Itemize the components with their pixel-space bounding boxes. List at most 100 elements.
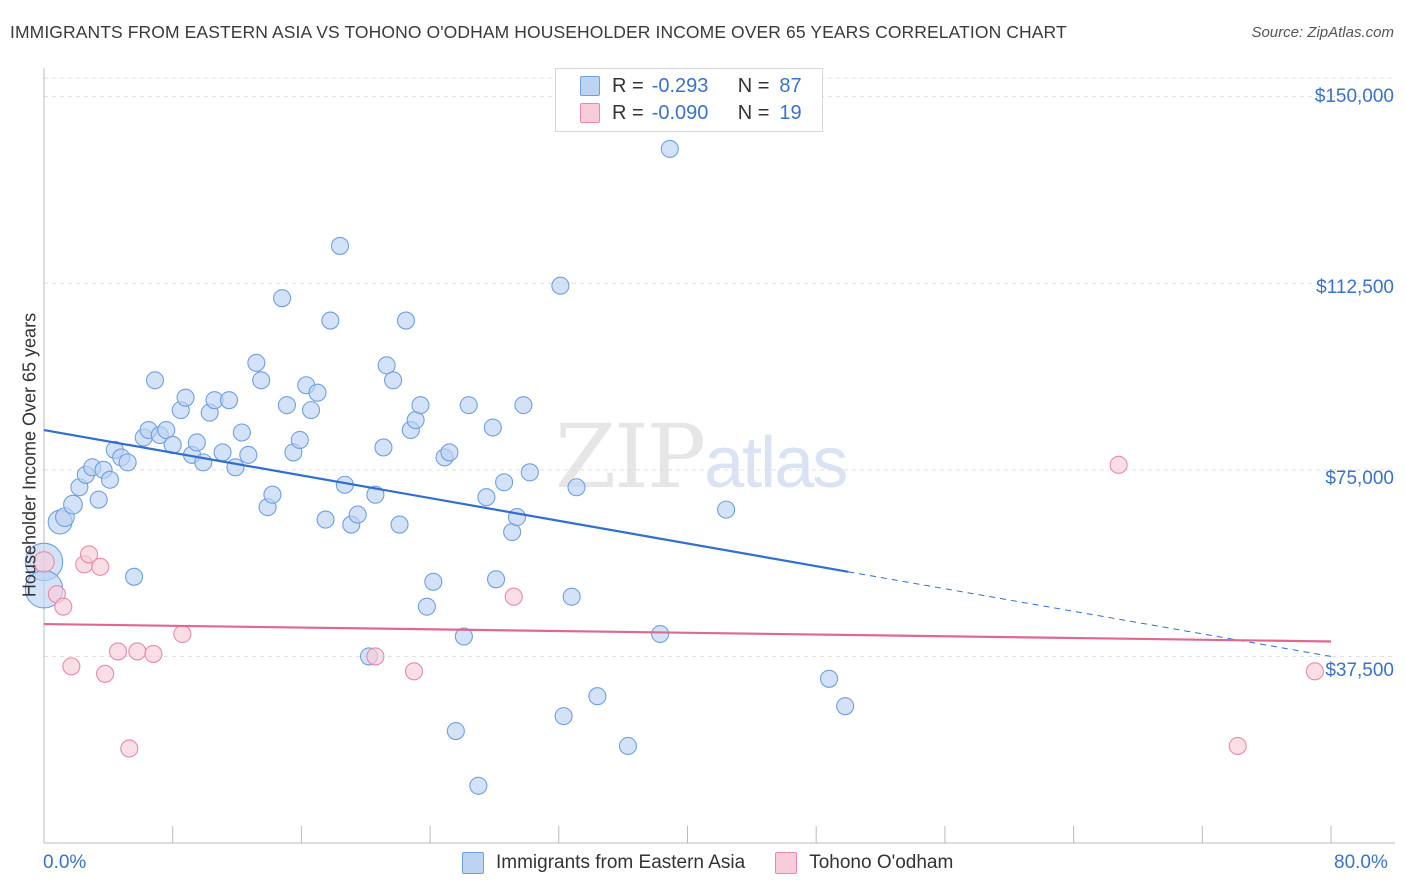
legend-swatch-pink: [580, 103, 600, 123]
blue-point: [374, 438, 393, 457]
pink-point: [79, 545, 99, 564]
blue-point: [417, 597, 436, 616]
pink-point: [144, 644, 163, 663]
pink-point: [504, 587, 523, 606]
blue-point: [440, 443, 459, 462]
blue-point: [588, 687, 607, 706]
blue-point: [348, 505, 367, 524]
x-tick-min: 0.0%: [43, 852, 87, 873]
y-tick-label: $75,000: [1325, 468, 1394, 489]
blue-point: [252, 371, 271, 390]
legend-n-value: 19: [779, 101, 802, 124]
pink-point: [173, 624, 192, 644]
legend-row-pink: R = -0.090 N = 19: [580, 100, 802, 126]
correlation-legend: R = -0.293 N = 87 R = -0.090 N = 19: [555, 68, 823, 132]
blue-point: [366, 485, 385, 504]
blue-point: [384, 371, 403, 390]
blue-point: [118, 453, 137, 472]
blue-point: [321, 311, 340, 330]
blue-point: [239, 445, 258, 464]
source-credit: Source: ZipAtlas.com: [1251, 24, 1394, 41]
blue-point: [507, 508, 527, 527]
blue-point: [651, 624, 670, 644]
pink-point: [54, 597, 73, 616]
blue-point: [89, 490, 108, 509]
blue-point: [390, 515, 409, 534]
blue-point: [232, 423, 251, 442]
pink-point: [1305, 662, 1324, 681]
legend-r-label: R =: [612, 74, 644, 97]
pink-point: [62, 657, 81, 676]
blue-point: [660, 139, 679, 158]
blue-point: [446, 721, 465, 741]
blue-point: [520, 463, 539, 482]
blue-point: [396, 311, 416, 330]
y-tick-label: $150,000: [1314, 86, 1394, 107]
pink-point: [33, 551, 55, 573]
legend-n-value: 87: [779, 74, 802, 97]
blue-point: [290, 430, 309, 450]
series-legend: Immigrants from Eastern Asia Tohono O'od…: [462, 852, 983, 874]
blue-point: [187, 433, 206, 452]
series-legend-label: Tohono O'odham: [809, 852, 954, 873]
series-legend-item-pink: Tohono O'odham: [775, 852, 953, 874]
blue-point: [213, 443, 232, 462]
pink-point: [128, 642, 147, 661]
chart-title: IMMIGRANTS FROM EASTERN ASIA VS TOHONO O…: [10, 22, 1067, 42]
blue-point: [157, 420, 176, 440]
legend-r-value: -0.293: [651, 74, 709, 97]
blue-point: [820, 669, 839, 688]
legend-n-label: N =: [737, 74, 770, 97]
blue-point: [100, 470, 120, 489]
blue-point: [469, 776, 488, 795]
blue-point: [316, 510, 335, 529]
blue-point: [514, 396, 533, 415]
blue-point: [247, 353, 266, 372]
series-swatch-pink: [775, 852, 798, 874]
blue-point: [273, 289, 292, 308]
watermark-atlas: atlas: [704, 423, 848, 503]
legend-row-blue: R = -0.293 N = 87: [580, 73, 802, 99]
blue-point: [567, 478, 586, 497]
series-legend-label: Immigrants from Eastern Asia: [496, 852, 746, 873]
pink-point: [1228, 736, 1247, 756]
blue-point: [551, 276, 570, 295]
blue-point: [487, 570, 506, 589]
blue-point: [308, 383, 327, 402]
blue-point: [330, 236, 350, 255]
pink-point: [120, 739, 139, 758]
pink-trend-line: [43, 622, 1332, 643]
blue-point: [145, 371, 165, 390]
blue-point: [424, 572, 443, 591]
legend-n-label: N =: [737, 101, 770, 124]
blue-point: [836, 697, 855, 716]
y-tick-label: $37,500: [1325, 660, 1394, 681]
blue-point: [63, 494, 83, 515]
blue-point: [459, 396, 478, 415]
blue-point: [483, 418, 502, 437]
blue-point: [176, 388, 195, 407]
pink-point: [96, 664, 115, 683]
blue-point: [477, 488, 496, 507]
blue-point: [302, 401, 321, 420]
blue-point: [717, 500, 736, 519]
blue-point: [219, 391, 239, 410]
legend-r-label: R =: [612, 101, 644, 124]
y-tick-label: $112,500: [1316, 277, 1394, 298]
blue-point: [263, 485, 282, 504]
blue-point: [562, 587, 581, 606]
pink-point: [366, 647, 385, 666]
legend-swatch-blue: [580, 76, 600, 96]
blue-point: [411, 396, 430, 415]
blue-trend-line: [43, 428, 849, 573]
pink-point: [1109, 455, 1128, 474]
blue-point: [226, 458, 245, 477]
pink-point: [404, 662, 424, 681]
series-swatch-blue: [462, 852, 484, 874]
pink-point: [91, 557, 110, 576]
pink-point: [108, 642, 128, 661]
blue-point: [454, 627, 473, 646]
y-axis-label: Householder Income Over 65 years: [19, 312, 40, 598]
legend-r-value: -0.090: [651, 101, 709, 124]
